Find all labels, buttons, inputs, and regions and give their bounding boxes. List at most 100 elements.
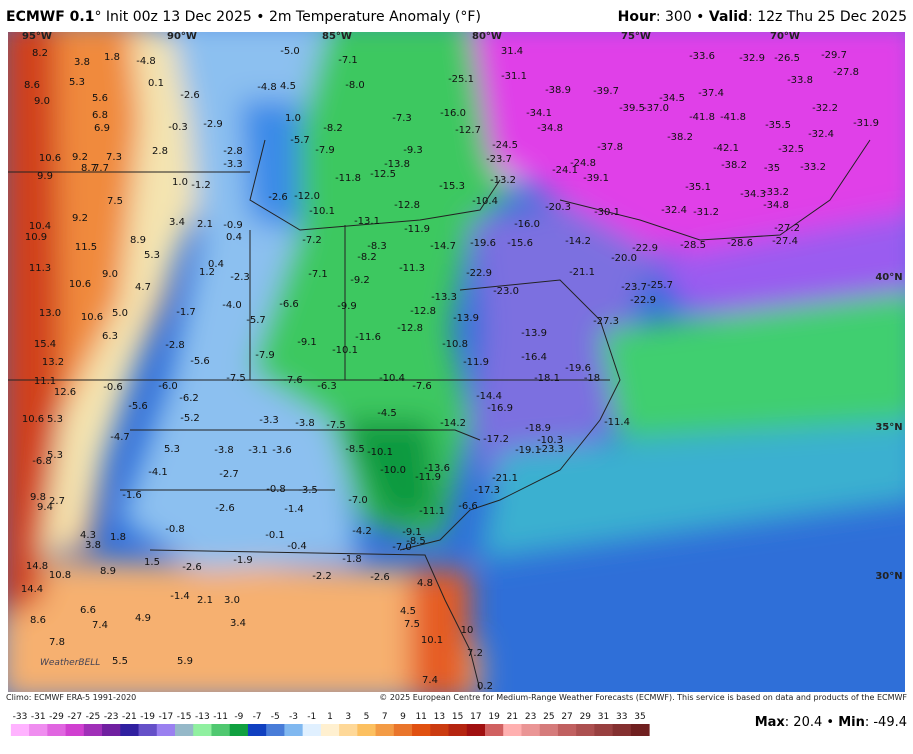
colorbar-swatch xyxy=(193,724,212,736)
colorbar-label: 29 xyxy=(580,712,592,722)
grid-label: 80°W xyxy=(472,31,502,42)
map-label: 14.4 xyxy=(21,584,43,595)
map-label: -10.3 xyxy=(537,435,563,446)
colorbar-label: 1 xyxy=(327,712,333,722)
map xyxy=(8,32,905,692)
colorbar-label: 3 xyxy=(345,712,351,722)
valid: : 12z Thu 25 Dec 2025 xyxy=(748,9,907,25)
colorbar-swatch xyxy=(302,724,322,736)
map-label: -7.1 xyxy=(338,55,358,66)
border-line xyxy=(249,139,501,231)
map-label: -1.2 xyxy=(191,180,211,191)
map-label: -7.9 xyxy=(315,145,335,156)
map-label: 0.4 xyxy=(208,259,224,270)
map-label: 13.0 xyxy=(39,308,61,319)
map-label: -4.8 xyxy=(257,82,277,93)
map-label: 10.8 xyxy=(49,570,71,581)
map-label: -20.3 xyxy=(545,202,571,213)
map-label: -11.8 xyxy=(335,173,361,184)
map-label: -0.8 xyxy=(165,524,185,535)
map-label: -2.6 xyxy=(215,503,235,514)
map-label: 9.0 xyxy=(34,96,50,107)
map-label: 10.6 xyxy=(69,279,91,290)
colorbar-label: -17 xyxy=(159,712,174,722)
colorbar-swatch xyxy=(412,724,431,736)
map-label: -39.1 xyxy=(583,173,609,184)
map-label: -7.3 xyxy=(392,113,412,124)
map-label: -6.2 xyxy=(179,393,199,404)
grid-label: 85°W xyxy=(322,31,352,42)
colorbar-swatch xyxy=(339,724,358,736)
map-label: -0.1 xyxy=(265,530,285,541)
colorbar-swatch xyxy=(612,724,632,736)
map-label: -5.6 xyxy=(190,356,210,367)
map-label: -14.7 xyxy=(430,241,456,252)
map-label: -32.5 xyxy=(778,144,804,155)
map-label: 8.9 xyxy=(130,235,146,246)
map-label: -26.5 xyxy=(774,53,800,64)
map-label: 10 xyxy=(461,625,474,636)
map-label: -38.9 xyxy=(545,85,571,96)
max: : 20.4 • xyxy=(785,715,838,730)
colorbar-label: -1 xyxy=(307,712,316,722)
colorbar-swatch xyxy=(175,724,194,736)
map-label: 2.1 xyxy=(197,595,213,606)
map-label: -28.5 xyxy=(680,240,706,251)
grid-label: 95°W xyxy=(22,31,52,42)
map-label: 9.8 xyxy=(30,492,46,503)
map-label: -5.7 xyxy=(290,135,310,146)
map-label: -23.3 xyxy=(538,444,564,455)
map-label: 10.4 xyxy=(29,221,51,232)
map-label: -9.1 xyxy=(297,337,317,348)
max-label: Max xyxy=(755,715,786,730)
map-label: -33.6 xyxy=(689,51,715,62)
map-label: -9.3 xyxy=(403,145,423,156)
map-label: 9.9 xyxy=(37,171,53,182)
map-label: 11.1 xyxy=(34,376,56,387)
map-label: 6.3 xyxy=(102,331,118,342)
colorbar-label: -7 xyxy=(253,712,262,722)
map-label: -32.2 xyxy=(812,103,838,114)
map-label: -0.4 xyxy=(287,541,307,552)
hour-label: Hour xyxy=(618,9,656,25)
map-label: 14.8 xyxy=(26,561,48,572)
map-label: 4.3 xyxy=(80,530,96,541)
map-label: 3.8 xyxy=(85,540,101,551)
grid-label: 90°W xyxy=(167,31,197,42)
map-label: -9.2 xyxy=(350,275,370,286)
map-label: 6.8 xyxy=(92,110,108,121)
map-label: 1.8 xyxy=(104,52,120,63)
map-label: 1.2 xyxy=(199,267,215,278)
colorbar-swatch xyxy=(630,724,650,736)
map-label: -22.9 xyxy=(630,295,656,306)
copyright: © 2025 European Centre for Medium-Range … xyxy=(379,693,907,702)
colorbar-label: 19 xyxy=(488,712,500,722)
map-label: -12.8 xyxy=(394,200,420,211)
map-label: -0.8 xyxy=(266,484,286,495)
grid-label: 40°N xyxy=(875,272,902,283)
map-label: -7.0 xyxy=(348,495,368,506)
map-label: -8.5 xyxy=(345,444,365,455)
colorbar-swatch xyxy=(120,724,140,736)
map-label: -10.4 xyxy=(472,196,498,207)
colorbar-swatch xyxy=(247,724,267,736)
map-label: -29.7 xyxy=(821,50,847,61)
map-label: 11.3 xyxy=(29,263,51,274)
map-label: -6.0 xyxy=(158,381,178,392)
map-label: -15.3 xyxy=(439,181,465,192)
map-label: -34.1 xyxy=(526,108,552,119)
map-label: -2.8 xyxy=(165,340,185,351)
map-label: -10.4 xyxy=(379,373,405,384)
map-label: -5.7 xyxy=(246,315,266,326)
map-label: 3.8 xyxy=(74,57,90,68)
colorbar-label: 35 xyxy=(634,712,645,722)
map-label: -3.3 xyxy=(259,415,279,426)
map-label: -2.7 xyxy=(219,469,239,480)
hour: : 300 • xyxy=(656,9,709,25)
map-label: -16.0 xyxy=(440,108,466,119)
map-label: -2.6 xyxy=(268,192,288,203)
map-label: -22.9 xyxy=(466,268,492,279)
map-label: -8.3 xyxy=(367,241,387,252)
map-label: -2.2 xyxy=(312,571,332,582)
map-label: -6.3 xyxy=(317,381,337,392)
